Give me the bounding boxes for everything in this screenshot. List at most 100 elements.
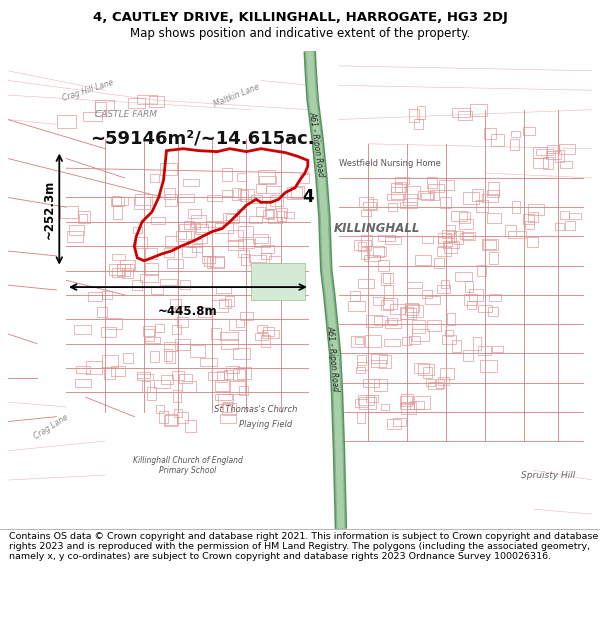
- Bar: [484, 128, 496, 139]
- Bar: [268, 272, 277, 281]
- Bar: [179, 224, 196, 231]
- Bar: [69, 225, 85, 235]
- Bar: [220, 414, 236, 423]
- Bar: [161, 375, 173, 384]
- Bar: [412, 329, 428, 341]
- Bar: [188, 209, 201, 217]
- Bar: [425, 296, 440, 304]
- Bar: [523, 214, 534, 224]
- Bar: [364, 254, 380, 261]
- Bar: [112, 196, 121, 206]
- Bar: [458, 212, 470, 222]
- Bar: [248, 255, 266, 262]
- Bar: [236, 319, 244, 327]
- Bar: [177, 318, 188, 327]
- Bar: [443, 241, 458, 248]
- Bar: [184, 221, 194, 229]
- Bar: [251, 262, 305, 300]
- Bar: [253, 234, 268, 242]
- Bar: [459, 219, 473, 229]
- Bar: [145, 248, 157, 259]
- Bar: [368, 199, 377, 211]
- Bar: [388, 203, 397, 211]
- Bar: [379, 234, 395, 241]
- Bar: [95, 102, 106, 116]
- Bar: [390, 304, 405, 314]
- Bar: [458, 111, 472, 120]
- Bar: [215, 222, 233, 234]
- Bar: [188, 239, 202, 247]
- Text: 4, CAUTLEY DRIVE, KILLINGHALL, HARROGATE, HG3 2DJ: 4, CAUTLEY DRIVE, KILLINGHALL, HARROGATE…: [92, 11, 508, 24]
- Bar: [356, 367, 365, 373]
- Bar: [151, 287, 163, 294]
- Bar: [136, 236, 147, 248]
- Bar: [134, 197, 150, 209]
- Bar: [190, 223, 200, 229]
- Bar: [172, 325, 181, 334]
- Bar: [112, 197, 128, 206]
- Bar: [371, 360, 386, 367]
- Bar: [385, 237, 401, 244]
- Bar: [229, 381, 245, 394]
- Bar: [379, 261, 389, 271]
- Bar: [164, 248, 175, 258]
- Bar: [437, 234, 451, 243]
- Bar: [112, 254, 125, 260]
- Bar: [226, 366, 239, 373]
- Bar: [505, 225, 517, 236]
- Bar: [136, 194, 152, 206]
- Bar: [79, 214, 87, 222]
- Bar: [238, 226, 253, 236]
- Bar: [407, 305, 422, 317]
- Bar: [117, 264, 130, 276]
- Bar: [222, 403, 236, 415]
- Bar: [528, 213, 538, 222]
- Bar: [406, 304, 419, 312]
- Bar: [384, 285, 394, 298]
- Bar: [527, 238, 538, 248]
- Bar: [102, 355, 118, 367]
- Bar: [160, 279, 178, 285]
- Bar: [510, 139, 518, 150]
- Bar: [206, 221, 223, 227]
- Bar: [225, 296, 234, 306]
- Bar: [374, 379, 388, 391]
- Bar: [452, 339, 461, 352]
- Bar: [358, 279, 374, 288]
- Bar: [200, 358, 217, 366]
- Bar: [421, 192, 433, 199]
- Bar: [277, 211, 286, 221]
- Bar: [133, 227, 142, 233]
- Bar: [409, 109, 419, 122]
- Bar: [511, 131, 520, 138]
- Bar: [155, 324, 164, 332]
- Bar: [565, 221, 575, 230]
- Bar: [215, 394, 232, 400]
- Bar: [251, 195, 262, 204]
- Bar: [379, 356, 391, 368]
- Bar: [403, 194, 417, 204]
- Text: Contains OS data © Crown copyright and database right 2021. This information is : Contains OS data © Crown copyright and d…: [9, 532, 598, 561]
- Bar: [428, 382, 443, 389]
- Bar: [350, 291, 360, 301]
- Bar: [276, 209, 287, 217]
- Bar: [150, 351, 160, 362]
- Bar: [212, 299, 227, 312]
- Bar: [395, 182, 406, 192]
- Text: ~252.3m: ~252.3m: [43, 179, 55, 239]
- Bar: [223, 213, 236, 219]
- Bar: [137, 372, 150, 378]
- Bar: [487, 214, 501, 223]
- Bar: [223, 190, 233, 196]
- Bar: [164, 194, 176, 206]
- Bar: [259, 176, 275, 184]
- Bar: [508, 231, 526, 238]
- Bar: [478, 346, 491, 356]
- Bar: [173, 390, 181, 402]
- Bar: [380, 404, 389, 411]
- Bar: [196, 224, 208, 234]
- Bar: [216, 287, 232, 293]
- Bar: [476, 199, 488, 212]
- Bar: [151, 217, 165, 224]
- Bar: [266, 209, 274, 219]
